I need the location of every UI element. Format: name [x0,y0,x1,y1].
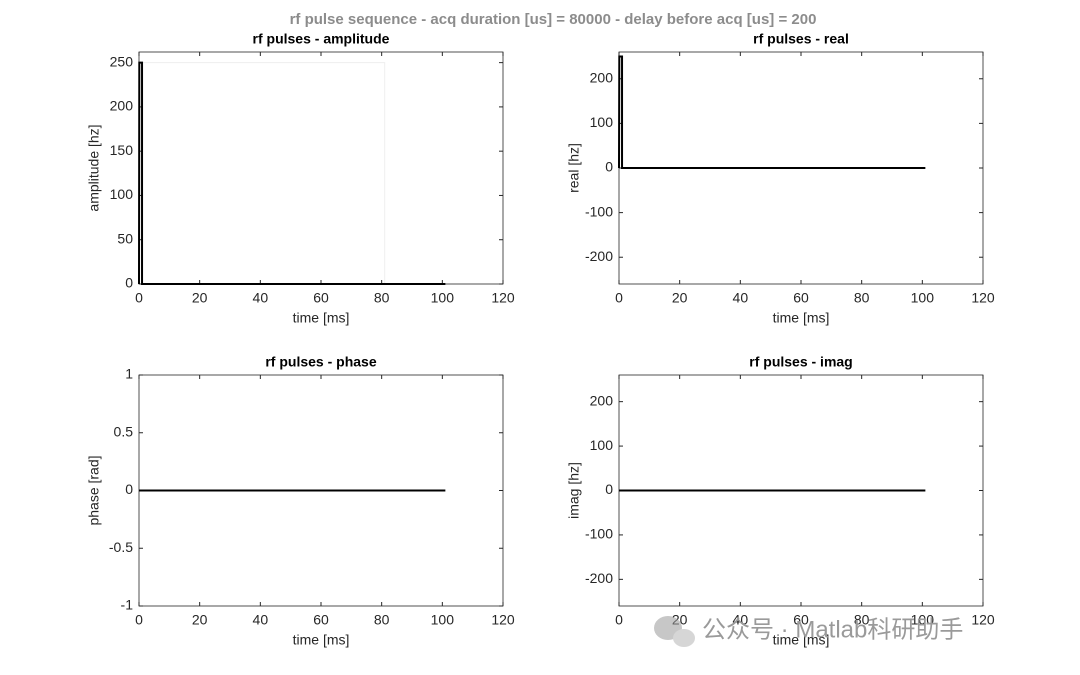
watermark-icon [654,616,695,647]
x-tick-label: 80 [854,612,870,628]
chart-title: rf pulses - phase [265,354,376,370]
y-axis-label: real [hz] [566,143,582,193]
figure-title: rf pulse sequence - acq duration [us] = … [290,11,817,28]
y-tick-label: -1 [121,597,134,613]
y-tick-label: 100 [110,186,134,202]
x-tick-label: 80 [374,290,390,306]
x-tick-label: 80 [854,290,870,306]
x-tick-label: 120 [971,612,995,628]
y-tick-label: 200 [590,392,614,408]
x-tick-label: 60 [313,612,329,628]
x-tick-label: 20 [672,290,688,306]
series-line [618,55,926,169]
x-tick-label: 0 [615,290,623,306]
y-tick-label: 100 [590,114,614,130]
watermark: 公众号 · Matlab科研助手 [702,616,963,643]
y-tick-label: -100 [585,203,613,219]
x-tick-label: 120 [491,290,515,306]
x-tick-label: 0 [615,612,623,628]
x-tick-label: 0 [135,612,143,628]
y-tick-label: 0 [605,159,613,175]
x-axis-label: time [ms] [293,310,350,326]
y-axis-label: imag [hz] [566,462,582,519]
x-tick-label: 80 [374,612,390,628]
y-axis-label: phase [rad] [86,455,102,525]
y-tick-label: -200 [585,248,613,264]
x-tick-label: 40 [253,612,269,628]
y-tick-label: 1 [125,366,133,382]
x-tick-label: 120 [971,290,995,306]
x-tick-label: 0 [135,290,143,306]
x-tick-label: 40 [733,290,749,306]
y-tick-label: -100 [585,526,613,542]
y-tick-label: 200 [590,69,614,85]
y-tick-label: 250 [110,53,134,69]
x-tick-label: 60 [793,612,809,628]
y-tick-label: 100 [590,437,614,453]
x-axis-label: time [ms] [293,632,350,648]
x-tick-label: 100 [911,290,935,306]
series-line [142,62,386,284]
x-axis-label: time [ms] [773,310,830,326]
x-tick-label: 120 [491,612,515,628]
x-tick-label: 40 [253,290,269,306]
y-tick-label: 50 [117,230,133,246]
y-tick-label: 0.5 [114,423,134,439]
x-tick-label: 20 [192,612,208,628]
chart-title: rf pulses - amplitude [253,31,390,47]
y-tick-label: 150 [110,142,134,158]
x-tick-label: 60 [313,290,329,306]
chart-title: rf pulses - imag [749,354,852,370]
y-tick-label: 0 [125,481,133,497]
y-tick-label: -200 [585,570,613,586]
y-tick-label: 200 [110,98,134,114]
x-tick-label: 100 [911,612,935,628]
y-axis-label: amplitude [hz] [86,124,102,211]
x-tick-label: 100 [431,612,455,628]
y-tick-label: 0 [125,275,133,291]
chart-title: rf pulses - real [753,31,849,47]
series-line [138,61,446,285]
y-tick-label: 0 [605,481,613,497]
x-tick-label: 40 [733,612,749,628]
x-tick-label: 20 [192,290,208,306]
x-tick-label: 60 [793,290,809,306]
axes-box [138,51,504,285]
y-tick-label: -0.5 [109,539,133,555]
x-tick-label: 100 [431,290,455,306]
x-axis-label: time [ms] [773,632,830,648]
